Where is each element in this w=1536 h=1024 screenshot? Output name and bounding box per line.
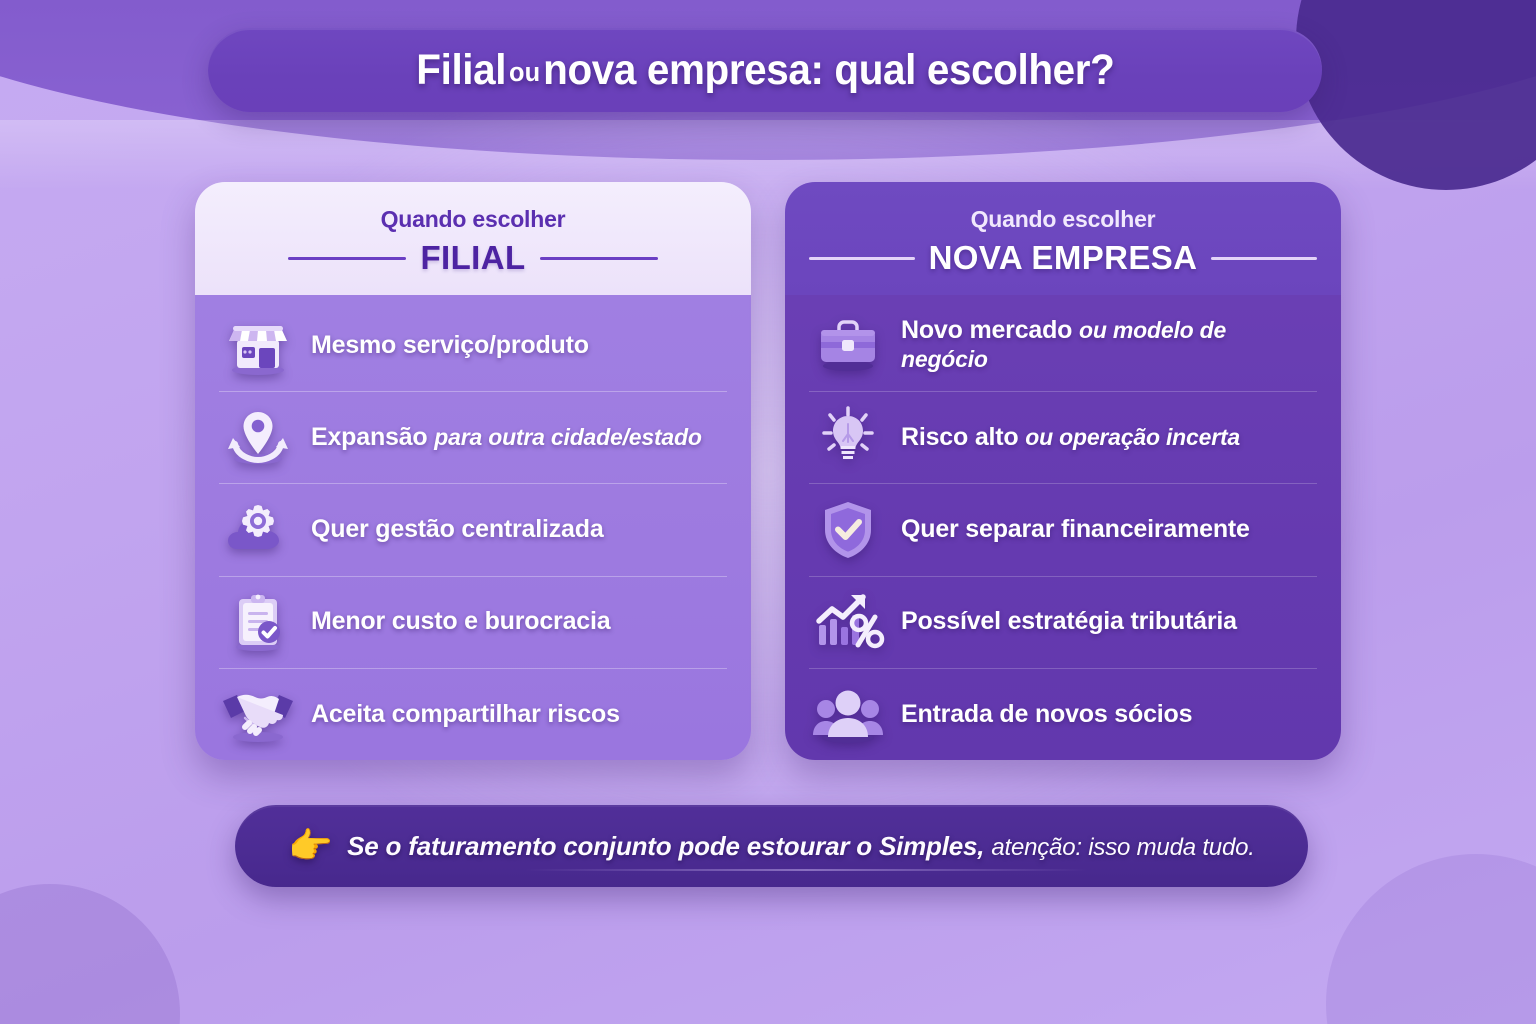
footer-text: Se o faturamento conjunto pode estourar … (347, 831, 1255, 862)
list-item-text: Quer gestão centralizada (311, 515, 604, 544)
list-item-strong: Quer gestão centralizada (311, 515, 604, 544)
list-item-light: ou operação incerta (1025, 423, 1241, 450)
list-item: Entrada de novos sócios (807, 667, 1319, 760)
list-item: Novo mercado ou modelo de negócio (807, 299, 1319, 391)
list-item-text: Aceita compartilhar riscos (311, 700, 620, 729)
list-item-strong: Quer separar financeiramente (901, 515, 1250, 544)
list-item: Quer gestão centralizada (217, 483, 729, 575)
list-item-light: ou modelo de negócio (901, 317, 1227, 373)
list-item-strong: Menor custo e burocracia (311, 607, 611, 636)
list-item-text: Risco alto ou operação incerta (901, 423, 1240, 452)
card-filial-header: Quando escolher FILIAL (195, 182, 751, 295)
rule-left-icon (809, 256, 915, 260)
list-item-strong: Risco alto (901, 422, 1019, 451)
clipboard-check-icon (221, 589, 295, 655)
list-item-text: Menor custo e burocracia (311, 607, 611, 636)
list-item-text: Expansão para outra cidade/estado (311, 423, 702, 452)
list-item-text: Entrada de novos sócios (901, 699, 1193, 729)
list-item: Aceita compartilhar riscos (217, 667, 729, 760)
rule-right-icon (1211, 256, 1317, 260)
list-item-strong: Expansão (311, 422, 428, 451)
list-item-light: para outra cidade/estado (434, 423, 702, 450)
list-item-strong: Aceita compartilhar riscos (311, 699, 620, 728)
list-item-text: Quer separar financeiramente (901, 515, 1250, 544)
list-item-text: Possível estratégia tributária (901, 607, 1237, 636)
growth-chart-percent-icon (811, 589, 885, 655)
list-item-strong: Mesmo serviço/produto (311, 330, 589, 359)
lightbulb-icon (811, 404, 885, 470)
card-nova-empresa-header: Quando escolher NOVA EMPRESA (785, 182, 1341, 295)
card-filial-kicker: Quando escolher (380, 206, 566, 232)
list-item: Quer separar financeiramente (807, 483, 1319, 575)
list-item: Expansão para outra cidade/estado (217, 391, 729, 483)
title-part-two: nova empresa: qual escolher? (542, 45, 1115, 94)
footer-callout: 👉 Se o faturamento conjunto pode estoura… (235, 805, 1308, 887)
gear-cloud-icon (221, 497, 295, 563)
footer-light: atenção: isso muda tudo. (991, 833, 1255, 861)
list-item: Mesmo serviço/produto (217, 299, 729, 391)
title-part-one: Filial (415, 45, 506, 94)
rule-left-icon (288, 256, 407, 260)
people-group-icon (811, 681, 885, 747)
list-item: Menor custo e burocracia (217, 575, 729, 668)
footer-strong: Se o faturamento conjunto pode estourar … (347, 830, 985, 861)
handshake-icon (221, 681, 295, 747)
list-item-strong: Possível estratégia tributária (901, 607, 1237, 636)
briefcase-icon (811, 312, 885, 378)
card-nova-empresa-kicker: Quando escolher (970, 206, 1156, 232)
card-filial: Quando escolher FILIAL (195, 182, 751, 760)
card-filial-heading-row: FILIAL (195, 239, 751, 277)
card-nova-empresa-heading-row: NOVA EMPRESA (785, 239, 1341, 277)
card-nova-empresa: Quando escolher NOVA EMPRESA (785, 182, 1341, 760)
list-item-strong: Novo mercado (901, 316, 1073, 345)
list-item-text: Novo mercado ou modelo de negócio (901, 316, 1315, 374)
card-filial-list: Mesmo serviço/produto Expansão para outr… (195, 295, 751, 760)
location-pin-expand-icon (221, 404, 295, 470)
list-item: Risco alto ou operação incerta (807, 391, 1319, 483)
list-item: Possível estratégia tributária (807, 575, 1319, 668)
page-title: Filial ounova empresa: qual escolher? (415, 45, 1115, 95)
title-banner: Filial ounova empresa: qual escolher? (208, 28, 1322, 112)
shield-check-icon (811, 497, 885, 563)
list-item-strong: Entrada de novos sócios (901, 699, 1193, 728)
storefront-icon (221, 312, 295, 378)
card-nova-empresa-heading: NOVA EMPRESA (928, 239, 1198, 276)
footer-underline (525, 869, 1088, 871)
list-item-text: Mesmo serviço/produto (311, 331, 589, 360)
rule-right-icon (539, 256, 658, 260)
card-nova-empresa-list: Novo mercado ou modelo de negócio (785, 295, 1341, 760)
pointing-hand-icon: 👉 (288, 825, 334, 866)
background-sheen (0, 120, 1536, 190)
title-connector: ou (508, 56, 540, 87)
card-filial-heading: FILIAL (420, 239, 526, 276)
